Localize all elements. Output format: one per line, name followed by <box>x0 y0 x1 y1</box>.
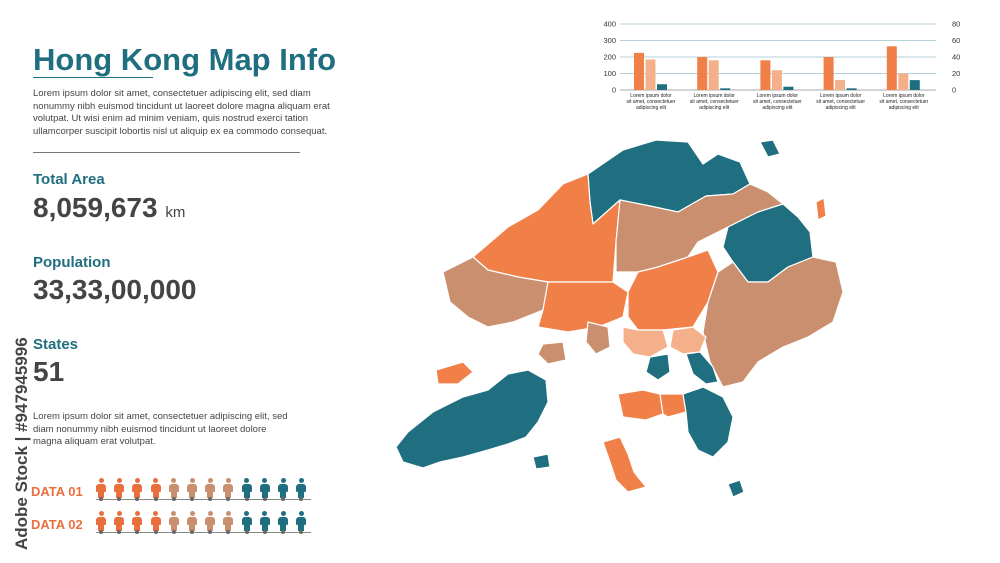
x-tick-label: Lorem ipsum dolor sit amet, consectetuer a… <box>816 93 865 111</box>
map-region-hk-island-east <box>682 386 734 458</box>
total-area-unit: km <box>165 204 186 221</box>
watermark-text: Adobe Stock | #947945996 <box>12 337 31 550</box>
total-area-number: 8,059,673 <box>33 192 158 223</box>
person-icon <box>259 478 270 501</box>
x-tick-label: Lorem ipsum dolor sit amet, consectetuer a… <box>753 93 802 111</box>
map-region-kowloon <box>669 326 707 355</box>
bar <box>909 80 920 90</box>
intro-paragraph: Lorem ipsum dolor sit amet, consectetuer… <box>33 88 330 137</box>
bar <box>783 86 794 90</box>
person-icon <box>296 511 307 534</box>
bar <box>835 80 846 90</box>
x-tick-label: Lorem ipsum dolor sit amet, consectetuer a… <box>879 93 928 111</box>
y-right-tick-label: 0 <box>952 86 956 95</box>
map-region-lamma <box>602 436 647 493</box>
pictogram-row-data-02 <box>96 511 311 539</box>
y-right-tick-label: 60 <box>952 36 960 45</box>
bar-chart: 0 0 100 20 200 40 300 60 400 80 Lorem ipsum dolor s… <box>603 20 960 112</box>
person-icon <box>150 511 161 534</box>
watermark: Adobe Stock | #947945996 <box>12 337 31 550</box>
y-left-tick-label: 300 <box>603 36 616 45</box>
person-icon <box>132 478 143 501</box>
person-icon <box>114 511 125 534</box>
bar <box>645 59 656 90</box>
pictogram-baseline <box>96 532 311 533</box>
y-left-tick-label: 200 <box>603 53 616 62</box>
bar <box>823 57 834 90</box>
map-region-islet-far-north <box>759 139 781 158</box>
population-value: 33,33,00,000 <box>33 274 197 305</box>
map-region-central-east <box>627 249 719 331</box>
person-icon <box>223 511 234 534</box>
person-icon <box>96 511 106 534</box>
states-label: States <box>33 336 79 353</box>
map-region-islet-west <box>435 361 474 385</box>
page-title: Hong Kong Map Info <box>33 42 337 77</box>
bar <box>886 46 897 90</box>
states-value: 51 <box>33 356 65 387</box>
y-right-tick-label: 80 <box>952 20 960 29</box>
person-icon <box>132 511 143 534</box>
x-tick-label: Lorem ipsum dolor sit amet, consectetuer a… <box>690 93 739 111</box>
y-left-tick-label: 400 <box>603 20 616 29</box>
map-region-lantau <box>395 369 549 469</box>
map-region-islet-east <box>815 197 827 221</box>
person-icon <box>205 478 216 501</box>
map-region-kowloon-bay <box>685 351 719 385</box>
total-area-value: 8,059,673 km <box>33 192 185 224</box>
map-region-southeast <box>702 256 844 388</box>
x-tick-label: Lorem ipsum dolor sit amet, consectetuer a… <box>627 93 676 111</box>
person-icon <box>259 511 270 534</box>
pictogram-baseline <box>96 499 311 500</box>
person-icon <box>114 478 125 501</box>
bar <box>846 88 857 90</box>
map-region-hk-island-central <box>659 393 687 418</box>
bar <box>898 73 909 90</box>
hong-kong-map <box>395 139 844 498</box>
bar <box>697 57 708 90</box>
person-icon <box>96 478 106 501</box>
total-area-label: Total Area <box>33 171 105 188</box>
title-underline <box>33 77 153 78</box>
map-region-kowloon-west <box>622 326 669 358</box>
map-region-islet-lantau-south <box>532 453 551 470</box>
person-icon <box>168 478 179 501</box>
map-region-tsing-yi <box>585 321 611 355</box>
person-icon <box>278 478 288 501</box>
divider <box>33 152 300 153</box>
person-icon <box>278 511 288 534</box>
person-icon <box>241 478 252 501</box>
bar <box>720 88 731 90</box>
pictogram-row-data-01 <box>96 478 311 506</box>
person-icon <box>187 478 197 501</box>
bar <box>760 60 771 90</box>
map-region-island-a <box>645 353 671 381</box>
y-right-tick-label: 40 <box>952 53 960 62</box>
bar <box>634 52 644 90</box>
population-label: Population <box>33 254 111 271</box>
person-icon <box>168 511 179 534</box>
bar <box>708 60 719 90</box>
y-right-tick-label: 20 <box>952 69 960 78</box>
data-01-label: DATA 01 <box>31 484 83 499</box>
map-region-islet-southwest <box>537 341 567 365</box>
person-icon <box>223 478 234 501</box>
bar <box>771 70 782 90</box>
description-paragraph: Lorem ipsum dolor sit amet, consectetuer… <box>33 411 288 447</box>
map-region-central-west <box>537 281 629 333</box>
map-region-islet-south <box>727 479 745 498</box>
map-region-hk-island-west <box>617 389 664 421</box>
y-left-tick-label: 0 <box>612 86 616 95</box>
data-02-label: DATA 02 <box>31 517 83 532</box>
y-left-tick-label: 100 <box>603 69 616 78</box>
bar <box>657 84 667 90</box>
person-icon <box>150 478 161 501</box>
person-icon <box>296 478 307 501</box>
person-icon <box>205 511 216 534</box>
person-icon <box>187 511 197 534</box>
person-icon <box>241 511 252 534</box>
